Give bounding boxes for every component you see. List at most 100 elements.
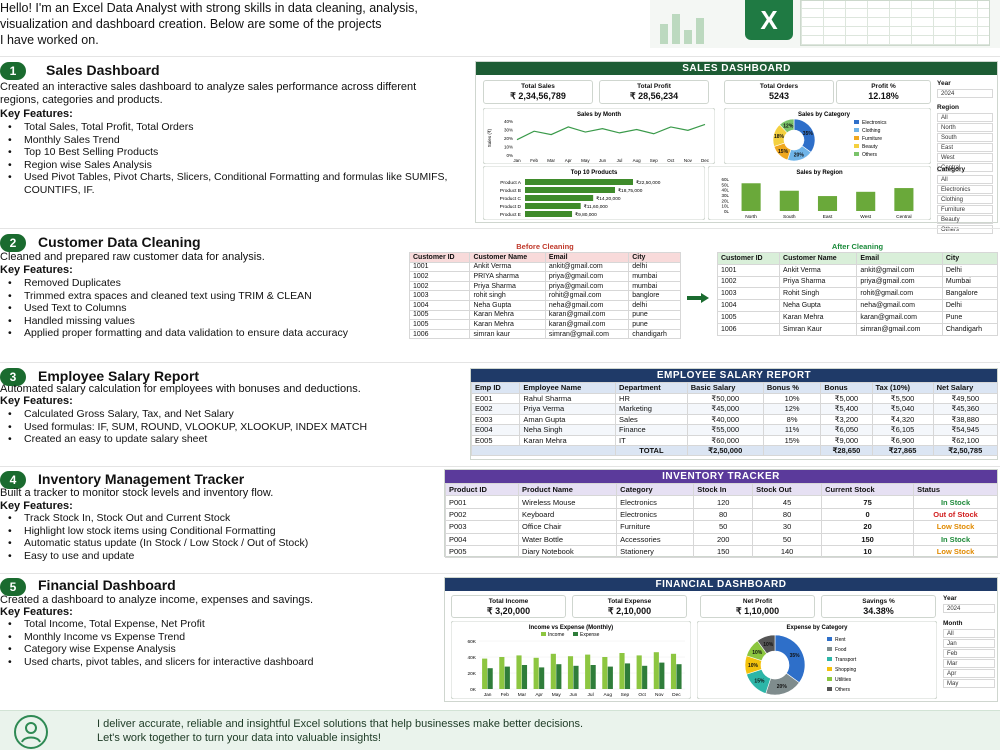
kpi-card: Total Profit ₹ 28,56,234 [599, 80, 709, 104]
table-cell: Neha Gupta [779, 299, 858, 312]
feature-list: Total Income, Total Expense, Net Profit … [0, 618, 460, 668]
table-cell: 10% [762, 392, 822, 404]
column-header: Customer Name [779, 252, 858, 265]
tick-label: Feb [530, 158, 538, 163]
table-cell: Pune [941, 310, 999, 324]
table-cell: 1006 [716, 322, 781, 336]
slicer-item[interactable]: Mar [943, 659, 995, 668]
slicer-item[interactable]: Central [937, 163, 993, 172]
table-cell: 1004 [408, 299, 471, 311]
slicer-item[interactable]: East [937, 143, 993, 152]
footer-banner: I deliver accurate, reliable and insight… [0, 710, 1000, 750]
slicer-label: Year [943, 595, 957, 602]
legend-label: Beauty [862, 144, 878, 150]
table-cell: pune [628, 309, 681, 321]
tick-label: 10% [504, 145, 513, 150]
table-cell: Electronics [616, 507, 695, 522]
slicer-item[interactable]: May [943, 679, 995, 688]
table-cell: Low Stock [913, 520, 998, 534]
section-description: Created a dashboard to analyze income, e… [0, 594, 314, 606]
kpi-label: Net Profit [742, 598, 773, 605]
slicer-item[interactable]: North [937, 123, 993, 132]
column-header: Email [544, 252, 630, 263]
table-cell: 1005 [716, 310, 781, 324]
slicer-item[interactable]: Beauty [937, 215, 993, 224]
year-slicer[interactable]: Year 2024 [943, 595, 995, 614]
table-cell: pune [628, 319, 681, 330]
kpi-value: ₹ 2,10,000 [607, 606, 652, 616]
slicer-item[interactable]: All [937, 175, 993, 184]
table-cell: Rahul Sharma [519, 392, 617, 404]
year-select[interactable]: 2024 [937, 89, 993, 98]
kpi-label: Total Sales [521, 83, 555, 90]
slicer-item[interactable]: Others [937, 225, 993, 234]
table-cell: 8% [762, 413, 822, 425]
table-cell: Aman Gupta [519, 413, 617, 425]
table-cell: HR [615, 392, 688, 404]
slicer-item[interactable]: South [937, 133, 993, 142]
tick-label: 0K [470, 687, 477, 693]
column-header: City [628, 252, 681, 263]
legend-swatch [854, 120, 859, 124]
intro-line-1: Hello! I'm an Excel Data Analyst with st… [0, 1, 418, 15]
table-cell: ₹5,040 [871, 403, 934, 415]
bar [894, 188, 914, 211]
month-slicer: Month All Jan Feb Mar Apr May [943, 620, 995, 689]
slicer-item[interactable]: Furniture [937, 205, 993, 214]
panel-title: FINANCIAL DASHBOARD [445, 578, 997, 591]
bar [516, 655, 522, 689]
before-cleaning-table: Before Cleaning Customer ID Customer Name… [408, 242, 681, 340]
table-cell: Low Stock [913, 544, 998, 559]
tick-label: Product E [500, 212, 521, 218]
tick-label: Jul [617, 158, 623, 163]
spreadsheet-grid [800, 0, 990, 46]
table-cell: 1006 [408, 328, 471, 340]
slicer-item[interactable]: All [937, 113, 993, 122]
bar [590, 665, 596, 689]
table-row: 1006 simran kaur simran@gmail.com chandigar… [408, 328, 681, 340]
table-cell: P005 [444, 544, 520, 559]
table-cell: 11% [762, 424, 822, 436]
legend-label: Others [835, 687, 851, 693]
table-cell: priya@gmail.com [856, 275, 943, 289]
year-select[interactable]: 2024 [943, 604, 995, 613]
chart-title: Income vs Expense (Monthly) [529, 625, 613, 631]
feature-item: Total Sales, Total Profit, Total Orders [0, 121, 460, 134]
table-row: 1005 Karan Mehra karan@gmail.com pune [408, 319, 681, 330]
slicer-item[interactable]: Jan [943, 639, 995, 648]
slice-label: 20% [794, 153, 805, 159]
column-header: City [941, 252, 999, 265]
feature-item: Removed Duplicates [0, 277, 405, 290]
bar [817, 196, 838, 211]
table-cell: Marketing [615, 403, 688, 415]
bar [533, 657, 539, 689]
legend-swatch [541, 632, 546, 636]
slicer-item[interactable]: Electronics [937, 185, 993, 194]
chart-title: Expense by Category [786, 625, 848, 631]
slicer-label: Year [937, 80, 951, 87]
table-cell: Ankit Verma [469, 261, 546, 273]
slicer-item[interactable]: Apr [943, 669, 995, 678]
data-label: ₹18,75,000 [618, 188, 643, 194]
bar [525, 203, 581, 209]
column-header: Customer Name [469, 252, 546, 263]
tick-label: Jun [570, 692, 578, 698]
bar [659, 662, 665, 689]
slicer-item[interactable]: All [943, 629, 995, 638]
slicer-item[interactable]: Clothing [937, 195, 993, 204]
table-cell: PRIYA sharma [469, 271, 546, 282]
table-cell: ₹45,360 [932, 403, 999, 415]
table-row: P001 Wireless Mouse Electronics 120 45 75 In S… [444, 495, 998, 509]
salary-report-panel: EMPLOYEE SALARY REPORT Emp ID Employee Na… [470, 368, 999, 460]
table-cell: 1002 [716, 275, 781, 289]
slicer-item[interactable]: West [937, 153, 993, 162]
table-cell: Diary Notebook [518, 544, 618, 559]
table-header-row: Emp ID Employee Name Department Basic Salar… [470, 382, 999, 394]
legend-label: Transport [835, 657, 857, 663]
excel-logo-icon: X [745, 0, 793, 40]
year-slicer[interactable]: Year 2024 [937, 80, 993, 99]
slicer-item[interactable]: Feb [943, 649, 995, 658]
bar [499, 657, 505, 689]
table-cell: P001 [444, 495, 520, 509]
table-cell: ₹49,500 [932, 392, 999, 404]
